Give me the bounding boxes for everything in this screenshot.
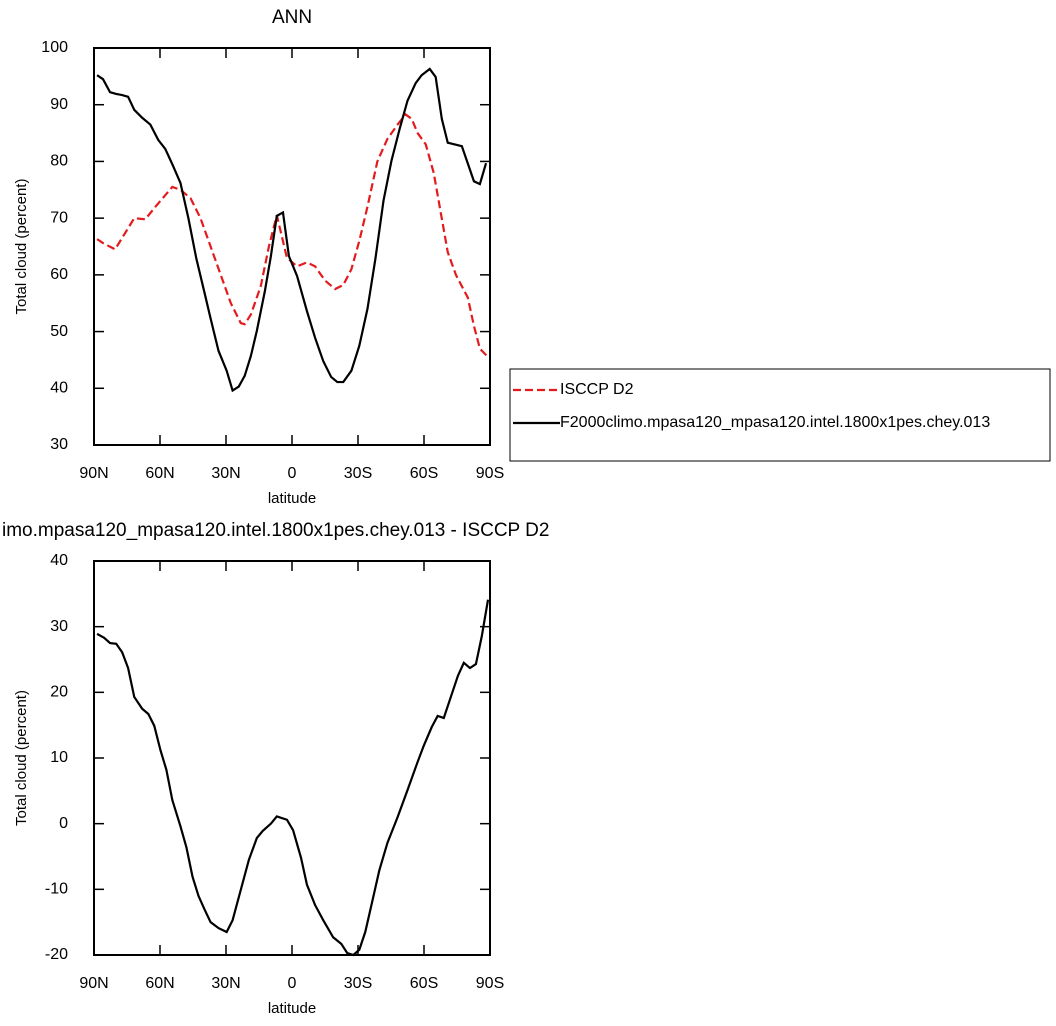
legend-label: ISCCP D2 <box>560 381 634 398</box>
y-axis-label: Total cloud (percent) <box>13 179 30 315</box>
y-axis-label: Total cloud (percent) <box>13 690 30 826</box>
x-tick-label: 0 <box>288 465 297 482</box>
x-tick-label: 30N <box>211 465 240 482</box>
x-axis-label: latitude <box>268 1000 316 1017</box>
x-tick-label: 30N <box>211 975 240 992</box>
x-tick-label: 90N <box>79 465 108 482</box>
x-tick-label: 90S <box>476 465 504 482</box>
y-tick-label: 90 <box>50 96 68 113</box>
y-tick-label: 100 <box>41 39 68 56</box>
plot-frame <box>93 47 491 446</box>
chart-title: ANN <box>272 7 312 28</box>
y-tick-label: 30 <box>50 618 68 635</box>
y-tick-label: 70 <box>50 209 68 226</box>
y-tick-label: -20 <box>45 946 68 963</box>
y-tick-label: 30 <box>50 436 68 453</box>
data-line <box>96 67 488 393</box>
y-tick-label: 40 <box>50 552 68 569</box>
y-tick-label: 80 <box>50 153 68 170</box>
y-tick-label: 0 <box>59 815 68 832</box>
y-tick-label: 10 <box>50 749 68 766</box>
x-tick-label: 30S <box>344 465 372 482</box>
data-line <box>96 599 490 957</box>
legend-label: F2000climo.mpasa120_mpasa120.intel.1800x… <box>560 414 990 431</box>
x-tick-label: 90N <box>79 975 108 992</box>
y-tick-label: 40 <box>50 380 68 397</box>
x-tick-label: 0 <box>288 975 297 992</box>
y-tick-label: 50 <box>50 323 68 340</box>
x-axis-label: latitude <box>268 490 316 507</box>
y-tick-label: 60 <box>50 266 68 283</box>
data-line <box>96 112 489 358</box>
x-tick-label: 90S <box>476 975 504 992</box>
x-tick-label: 60N <box>145 975 174 992</box>
x-tick-label: 60N <box>145 465 174 482</box>
chart-title: imo.mpasa120_mpasa120.intel.1800x1pes.ch… <box>2 520 549 541</box>
y-tick-label: 20 <box>50 684 68 701</box>
plot-frame <box>93 560 491 956</box>
x-tick-label: 30S <box>344 975 372 992</box>
x-tick-label: 60S <box>410 975 438 992</box>
legend-box <box>509 368 1051 462</box>
x-tick-label: 60S <box>410 465 438 482</box>
y-tick-label: -10 <box>45 881 68 898</box>
